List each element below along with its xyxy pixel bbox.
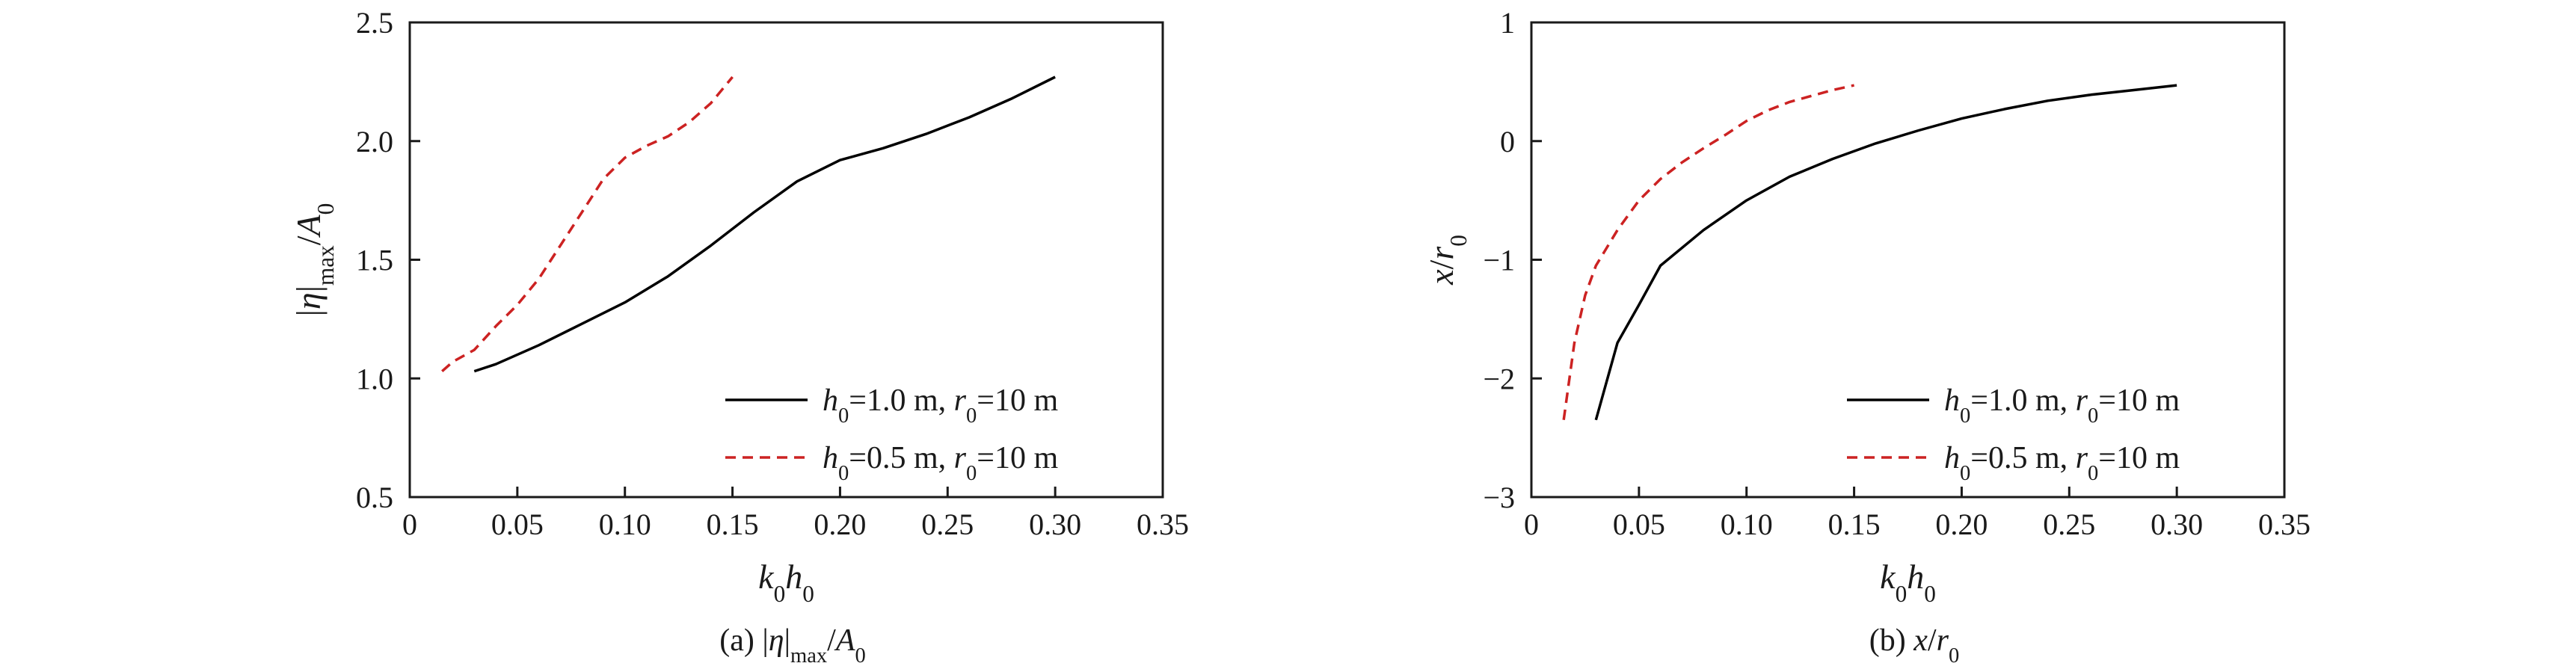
figure-caption: (a) |η|max/A0 — [719, 623, 866, 668]
x-tick-label: 0.15 — [707, 508, 759, 541]
x-tick-label: 0 — [402, 508, 417, 541]
series-line-h0-0.5m — [1562, 84, 1854, 421]
legend-label: h0=1.0 m, r0=10 m — [823, 383, 1058, 428]
y-tick-label: 2.0 — [356, 125, 393, 158]
x-tick-label: 0.15 — [1828, 508, 1881, 541]
x-tick-label: 0.20 — [1935, 508, 1988, 541]
plot-frame — [408, 21, 1164, 499]
x-tick-label: 0.20 — [814, 508, 866, 541]
y-tick-label: 2.5 — [356, 6, 393, 40]
x-tick-label: 0.35 — [2258, 508, 2311, 541]
x-axis-title: k0h0 — [1880, 558, 1936, 607]
plot-frame — [1530, 21, 2286, 499]
y-tick-label: 1 — [1500, 6, 1515, 40]
y-tick-label: 1.5 — [356, 244, 393, 277]
series-line-h0-0.5m — [441, 75, 734, 373]
x-tick-label: 0.30 — [2151, 508, 2203, 541]
legend-label: h0=1.0 m, r0=10 m — [1944, 383, 2180, 428]
x-tick-label: 0.35 — [1137, 508, 1189, 541]
x-tick-label: 0.05 — [1613, 508, 1665, 541]
x-axis-title: k0h0 — [758, 558, 814, 607]
legend-label: h0=0.5 m, r0=10 m — [823, 441, 1058, 485]
series-line-h0-1.0m — [1594, 84, 2177, 421]
x-tick-label: 0.30 — [1029, 508, 1081, 541]
series-line-h0-1.0m — [473, 75, 1056, 373]
x-tick-label: 0.25 — [921, 508, 974, 541]
y-tick-label: −3 — [1483, 481, 1515, 514]
x-tick-label: 0.25 — [2043, 508, 2095, 541]
y-tick-label: −1 — [1483, 244, 1515, 277]
x-tick-label: 0.10 — [599, 508, 651, 541]
legend-label: h0=0.5 m, r0=10 m — [1944, 441, 2180, 485]
y-tick-label: −2 — [1483, 362, 1515, 395]
x-tick-label: 0.05 — [491, 508, 544, 541]
y-tick-label: 0 — [1500, 125, 1515, 158]
chart-panel-a: 0 0.05 0.10 0.15 0.20 0.25 0.30 0.35 0.5 1.0 1.5 2.… — [289, 6, 1189, 668]
chart-panel-b: 0 0.05 0.10 0.15 0.20 0.25 0.30 0.35 −3 −2 −1 0 1 k0h… — [1422, 6, 2311, 668]
figure-caption: (b) x/r0 — [1869, 623, 1959, 668]
y-axis-title: x/r0 — [1422, 235, 1472, 286]
y-axis-title: |η|max/A0 — [289, 203, 339, 317]
y-tick-label: 1.0 — [356, 362, 393, 395]
y-tick-label: 0.5 — [356, 481, 393, 514]
x-tick-label: 0 — [1524, 508, 1539, 541]
x-tick-label: 0.10 — [1721, 508, 1773, 541]
